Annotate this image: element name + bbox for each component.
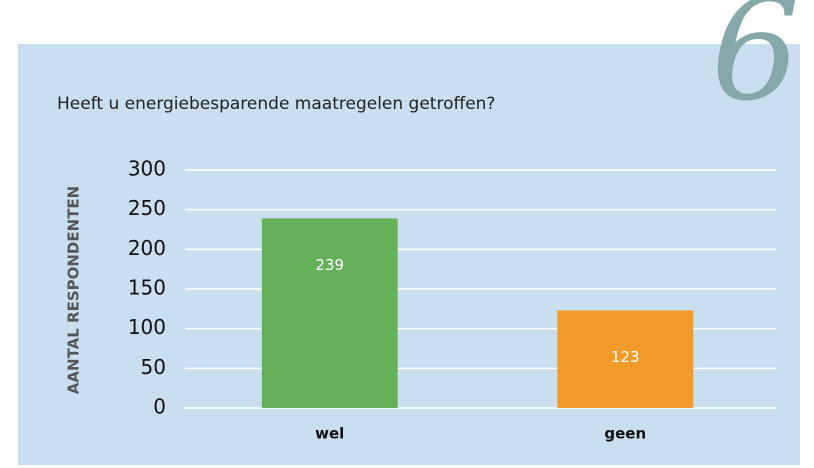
bar <box>557 310 694 408</box>
x-tick-label: wel <box>315 425 344 443</box>
y-tick-label: 50 <box>141 355 166 379</box>
y-tick-label: 100 <box>128 315 166 339</box>
data-label: 123 <box>611 348 640 366</box>
page-number: 6 <box>711 0 800 133</box>
x-tick-label: geen <box>604 425 646 443</box>
y-tick-label: 150 <box>128 276 166 300</box>
y-tick-label: 0 <box>153 395 166 419</box>
y-tick-label: 250 <box>128 196 166 220</box>
bar <box>261 218 398 408</box>
data-label: 239 <box>315 256 344 274</box>
y-tick-label: 300 <box>128 157 166 181</box>
y-axis-label: AANTAL RESPONDENTEN <box>65 186 83 394</box>
y-tick-label: 200 <box>128 236 166 260</box>
chart-title: Heeft u energiebesparende maatregelen ge… <box>57 94 495 114</box>
